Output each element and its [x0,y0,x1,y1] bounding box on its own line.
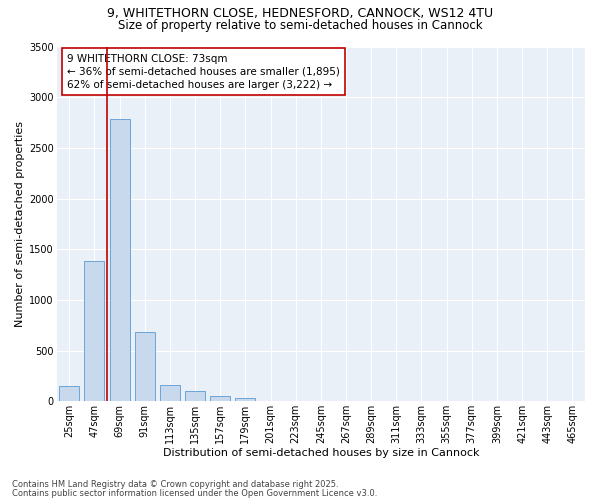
Bar [134,332,155,401]
Text: Contains HM Land Registry data © Crown copyright and database right 2025.: Contains HM Land Registry data © Crown c… [12,480,338,489]
Bar [210,396,230,401]
Bar [59,386,79,401]
Bar [160,385,180,401]
Text: Contains public sector information licensed under the Open Government Licence v3: Contains public sector information licen… [12,490,377,498]
Text: Size of property relative to semi-detached houses in Cannock: Size of property relative to semi-detach… [118,18,482,32]
Bar [185,391,205,401]
Bar [85,262,104,401]
Text: 9, WHITETHORN CLOSE, HEDNESFORD, CANNOCK, WS12 4TU: 9, WHITETHORN CLOSE, HEDNESFORD, CANNOCK… [107,8,493,20]
Y-axis label: Number of semi-detached properties: Number of semi-detached properties [15,121,25,327]
Text: 9 WHITETHORN CLOSE: 73sqm
← 36% of semi-detached houses are smaller (1,895)
62% : 9 WHITETHORN CLOSE: 73sqm ← 36% of semi-… [67,54,340,90]
X-axis label: Distribution of semi-detached houses by size in Cannock: Distribution of semi-detached houses by … [163,448,479,458]
Bar [235,398,256,401]
Bar [110,120,130,401]
